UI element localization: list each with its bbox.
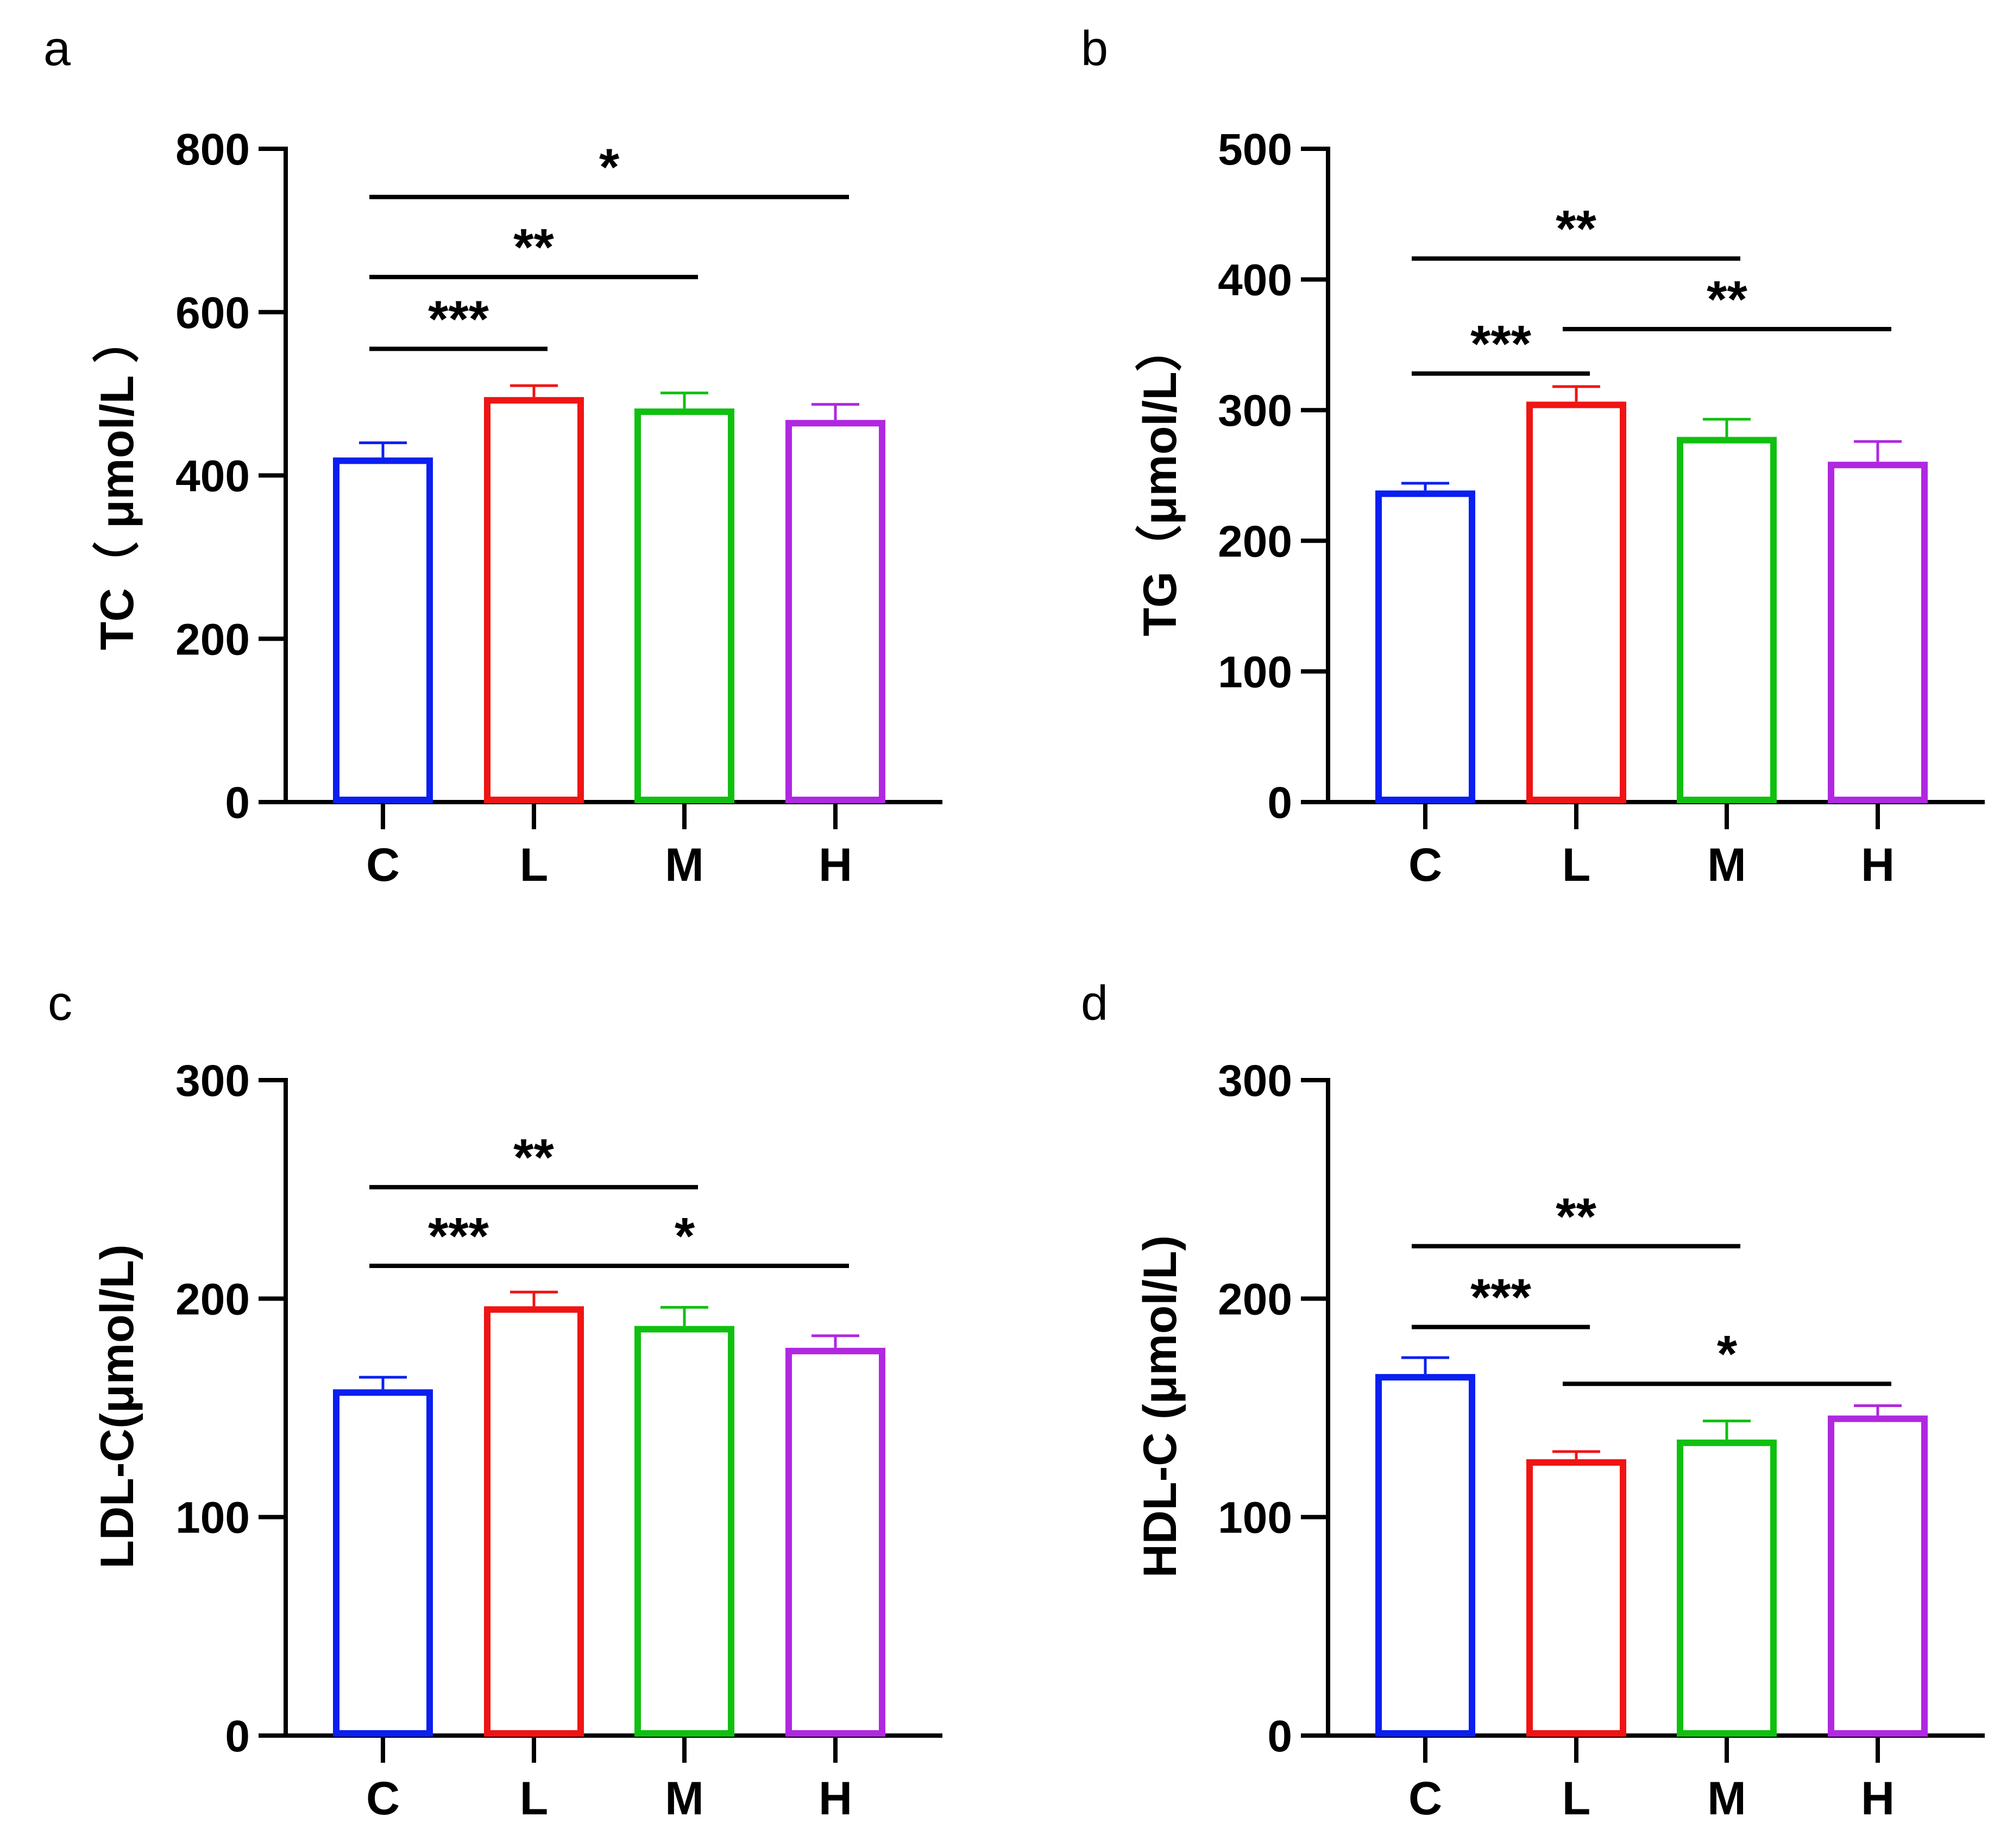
y-tick-label: 0: [225, 1712, 250, 1761]
y-tick-label: 200: [175, 1275, 250, 1324]
y-tick-label: 0: [1267, 1712, 1292, 1761]
bar-H: [1828, 462, 1928, 803]
y-tick-label: 300: [1218, 386, 1292, 436]
panel-letter: d: [1081, 976, 1108, 1031]
bar-C: [333, 1389, 433, 1737]
bar-C: [1375, 490, 1475, 803]
significance-label: *: [675, 1207, 695, 1265]
x-category-label: L: [520, 839, 549, 891]
bar-M: [1677, 1439, 1777, 1737]
significance-label: ***: [428, 1207, 489, 1265]
bar-C: [333, 457, 433, 803]
y-tick-label: 0: [1267, 778, 1292, 828]
bar-H: [785, 1347, 885, 1737]
y-tick-label: 400: [1218, 256, 1292, 305]
x-category-label: H: [819, 839, 852, 891]
y-tick-label: 100: [175, 1493, 250, 1543]
y-tick-label: 100: [1218, 647, 1292, 697]
bar-M: [634, 1326, 734, 1737]
y-axis-title: LDL-C(μmol/L): [91, 1244, 143, 1568]
bar-L: [484, 1306, 584, 1737]
significance-label: **: [513, 218, 554, 276]
bar-H: [1828, 1415, 1928, 1737]
y-tick-label: 600: [175, 288, 250, 338]
significance-label: *: [1717, 1325, 1738, 1383]
y-tick-label: 100: [1218, 1493, 1292, 1543]
significance-label: **: [1556, 200, 1596, 258]
x-category-label: M: [665, 1773, 704, 1825]
significance-label: ***: [1470, 1269, 1532, 1327]
y-axis-title: HDL-C (μmol/L): [1134, 1235, 1186, 1578]
x-category-label: L: [1562, 1773, 1591, 1825]
significance-label: **: [1556, 1188, 1596, 1246]
y-axis-title: TG（μmol/L）: [1134, 325, 1186, 636]
panel-letter: b: [1081, 22, 1108, 76]
panel-letter: a: [43, 22, 71, 76]
y-tick-label: 500: [1218, 125, 1292, 174]
x-category-label: H: [819, 1773, 852, 1825]
x-category-label: H: [1861, 839, 1895, 891]
y-tick-label: 200: [175, 615, 250, 664]
y-tick-label: 800: [175, 125, 250, 174]
y-axis-title: TC（ μmol/L ）: [91, 317, 143, 651]
significance-label: **: [513, 1128, 554, 1187]
bar-L: [484, 397, 584, 803]
bar-L: [1526, 401, 1626, 803]
significance-label: ***: [1470, 315, 1532, 373]
x-category-label: H: [1861, 1773, 1895, 1825]
bar-M: [1677, 437, 1777, 803]
bar-H: [785, 420, 885, 803]
x-category-label: M: [665, 839, 704, 891]
x-category-label: C: [366, 839, 400, 891]
significance-label: *: [599, 138, 620, 197]
y-tick-label: 300: [1218, 1056, 1292, 1106]
bar-C: [1375, 1374, 1475, 1737]
bar-L: [1526, 1459, 1626, 1737]
x-category-label: L: [520, 1773, 549, 1825]
x-category-label: L: [1562, 839, 1591, 891]
x-category-label: C: [366, 1773, 400, 1825]
significance-label: **: [1707, 270, 1747, 329]
x-category-label: M: [1707, 1773, 1746, 1825]
panel-letter: c: [48, 976, 72, 1031]
y-tick-label: 200: [1218, 1275, 1292, 1324]
y-tick-label: 200: [1218, 517, 1292, 566]
x-category-label: M: [1707, 839, 1746, 891]
y-tick-label: 0: [225, 778, 250, 828]
significance-label: ***: [428, 290, 489, 348]
x-category-label: C: [1408, 839, 1442, 891]
bar-M: [634, 408, 734, 803]
y-tick-label: 400: [175, 452, 250, 501]
y-tick-label: 300: [175, 1056, 250, 1106]
x-category-label: C: [1408, 1773, 1442, 1825]
